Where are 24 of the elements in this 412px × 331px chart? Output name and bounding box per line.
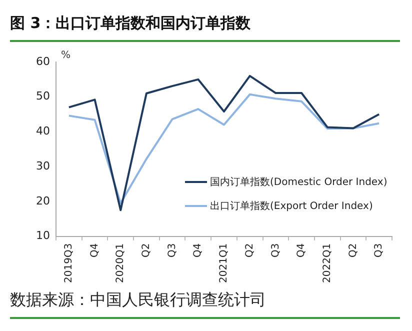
x-tick-label: Q4 <box>296 243 308 258</box>
y-tick-label: 10 <box>36 229 50 242</box>
x-tick-label: Q3 <box>166 243 178 258</box>
legend-label: 出口订单指数(Export Order Index) <box>210 200 373 213</box>
x-tick-label: Q2 <box>348 243 359 258</box>
x-tick-label: Q3 <box>374 243 385 258</box>
chart-title: 图 3：出口订单指数和国内订单指数 <box>10 14 251 33</box>
y-tick-label: 30 <box>36 159 50 172</box>
y-tick-label: 50 <box>36 90 50 103</box>
x-tick-label: Q2 <box>244 243 256 258</box>
x-tick-label: 2022Q1 <box>322 243 333 284</box>
y-tick-label: 20 <box>36 194 50 208</box>
x-tick-label: 2020Q1 <box>115 243 126 284</box>
y-tick-label: 40 <box>36 124 50 138</box>
x-tick-label: Q4 <box>192 243 204 258</box>
x-tick-label: Q2 <box>141 243 152 258</box>
x-tick-label: 2021Q1 <box>218 243 230 284</box>
x-tick-label: Q3 <box>270 243 282 258</box>
legend-label: 国内订单指数(Domestic Order Index) <box>210 176 388 189</box>
y-tick-label: 60 <box>36 54 50 68</box>
x-tick-label: 2019Q3 <box>64 243 75 284</box>
source-note: 数据来源：中国人民银行调查统计司 <box>10 290 266 311</box>
x-tick-label: Q4 <box>89 243 100 258</box>
y-axis-title: % <box>61 50 71 61</box>
